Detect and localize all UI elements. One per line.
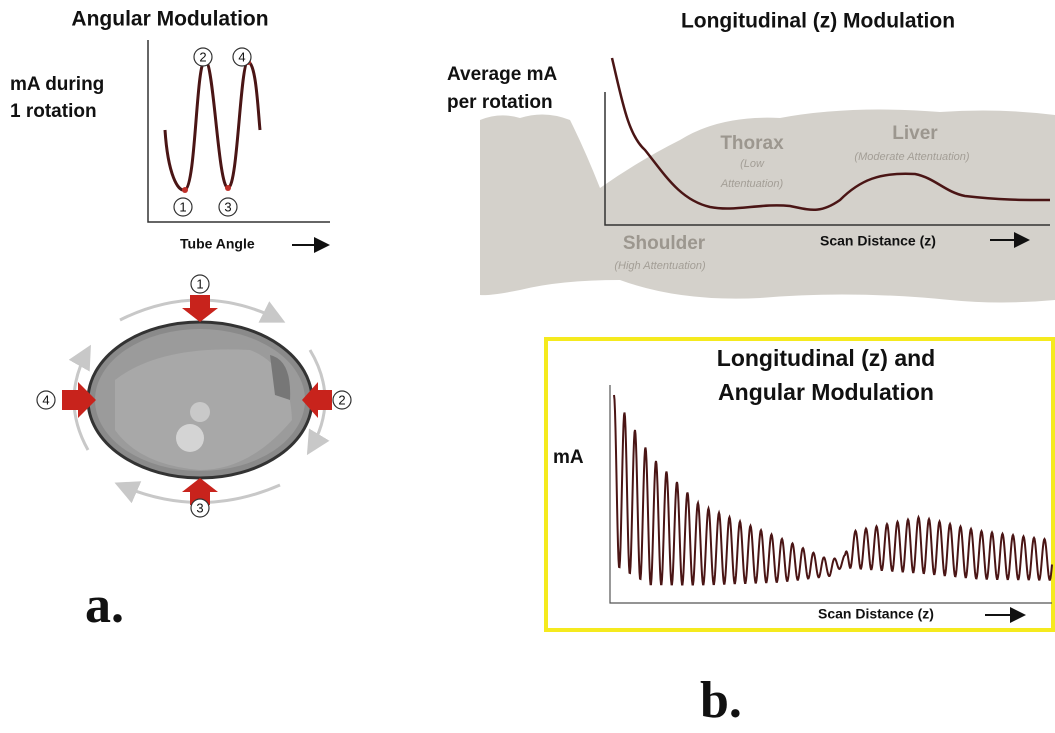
panel-label: b. <box>700 672 742 729</box>
combined-curve <box>613 394 1053 586</box>
point-number: 1 <box>179 199 186 214</box>
y-label: mA <box>553 447 584 468</box>
region-note: (High Attentuation) <box>614 260 706 272</box>
region-note: Attentuation) <box>720 178 784 190</box>
region-note: (Low <box>740 158 765 170</box>
arrow-number: 2 <box>338 392 345 407</box>
x-label: Tube Angle <box>180 236 255 252</box>
point-number: 3 <box>224 199 231 214</box>
beam-arrows <box>62 295 332 505</box>
point-number: 4 <box>238 49 245 64</box>
arrow-number: 1 <box>196 276 203 291</box>
y-label: per rotation <box>447 92 553 113</box>
region-name: Liver <box>892 123 938 144</box>
panel-b-bottom-title: Longitudinal (z) and <box>717 345 935 371</box>
z-curve <box>610 57 1051 211</box>
arrow-number: 3 <box>196 500 203 515</box>
region-note: (Moderate Attentuation) <box>854 151 969 163</box>
region-name: Shoulder <box>623 233 706 254</box>
y-label: mA during <box>10 74 104 95</box>
point-circles <box>173 47 252 217</box>
panel-b-bottom-title: Angular Modulation <box>718 379 934 405</box>
arrow-number: 4 <box>42 392 49 407</box>
region-name: Thorax <box>720 133 784 154</box>
panel-label: a. <box>85 577 124 634</box>
body-section <box>68 298 330 504</box>
axes <box>604 92 1050 226</box>
x-label: Scan Distance (z) <box>820 233 936 249</box>
angular-curve <box>163 58 262 192</box>
point-number: 2 <box>199 49 206 64</box>
axes <box>147 40 330 223</box>
highlight-frame <box>544 337 1055 632</box>
y-label: 1 rotation <box>10 101 97 122</box>
axes <box>609 385 1052 604</box>
panel-a-title: Angular Modulation <box>71 8 268 31</box>
panel-b-top-title: Longitudinal (z) Modulation <box>681 10 955 33</box>
x-label: Scan Distance (z) <box>818 606 934 622</box>
arrow-circles <box>36 274 352 518</box>
y-label: Average mA <box>447 64 557 85</box>
